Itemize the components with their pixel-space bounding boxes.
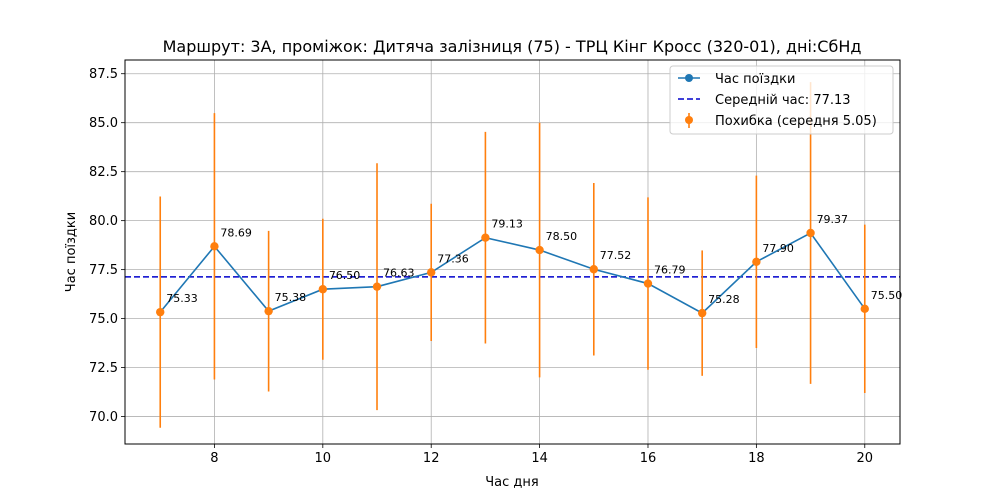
y-axis-label: Час поїздки [64, 212, 79, 292]
data-point [264, 306, 273, 316]
x-tick-label: 14 [531, 451, 548, 466]
data-point [535, 245, 544, 255]
data-label: 79.37 [817, 213, 849, 226]
legend-marker-error [685, 116, 693, 124]
x-tick-label: 8 [210, 451, 218, 466]
data-label: 75.50 [871, 289, 903, 302]
y-tick-label: 82.5 [89, 165, 118, 180]
legend: Час поїздки Середній час: 77.13 Похибка (с… [669, 65, 894, 135]
x-tick-label: 12 [423, 451, 440, 466]
legend-label-mean: Середній час: 77.13 [715, 93, 851, 108]
data-label: 79.13 [491, 218, 523, 231]
data-point [806, 228, 815, 238]
data-point [210, 242, 219, 251]
data-label: 78.50 [546, 230, 578, 243]
y-axis-ticks: 70.0 72.5 75.0 77.5 80.0 82.5 85.0 87.5 [89, 67, 125, 425]
data-labels: 75.33 78.69 75.38 76.50 76.63 77.36 79.13 78.50… [166, 213, 902, 306]
data-point [427, 268, 436, 277]
data-point [589, 265, 598, 274]
x-tick-label: 18 [748, 451, 765, 466]
data-point [372, 282, 382, 291]
data-label: 76.50 [329, 269, 361, 282]
legend-label-series: Час поїздки [715, 72, 795, 87]
data-label: 78.69 [220, 226, 252, 239]
data-label: 76.79 [654, 264, 686, 277]
y-tick-label: 77.5 [89, 263, 118, 278]
legend-box [669, 65, 894, 135]
y-tick-label: 75.0 [89, 312, 118, 327]
data-label: 75.38 [275, 291, 307, 304]
data-point [156, 307, 165, 317]
data-point [481, 233, 490, 242]
chart-title: Маршрут: 3А, проміжок: Дитяча залізниця … [163, 37, 862, 56]
data-point [318, 285, 328, 294]
series-line [159, 231, 866, 315]
data-point [643, 279, 653, 288]
x-axis-ticks: 8 10 12 14 16 18 20 [210, 444, 873, 466]
x-axis-label: Час дня [485, 475, 538, 490]
data-label: 75.28 [708, 293, 740, 306]
data-point [860, 304, 869, 314]
y-tick-label: 87.5 [89, 67, 118, 82]
y-tick-label: 70.0 [89, 410, 118, 425]
y-tick-label: 80.0 [89, 214, 118, 229]
data-point [697, 308, 707, 318]
series-layer [156, 228, 869, 318]
y-tick-label: 85.0 [89, 116, 118, 131]
data-label: 77.52 [600, 249, 632, 262]
y-tick-label: 72.5 [89, 361, 118, 376]
x-tick-label: 20 [856, 451, 873, 466]
data-label: 77.90 [762, 242, 794, 255]
x-tick-label: 16 [640, 451, 657, 466]
data-point [752, 257, 761, 266]
legend-label-error: Похибка (середня 5.05) [715, 114, 877, 129]
data-label: 76.63 [383, 267, 415, 280]
legend-marker-series [685, 74, 693, 82]
x-tick-label: 10 [315, 451, 332, 466]
plot-frame [124, 59, 901, 445]
data-label: 75.33 [166, 292, 198, 305]
data-label: 77.36 [437, 252, 469, 265]
